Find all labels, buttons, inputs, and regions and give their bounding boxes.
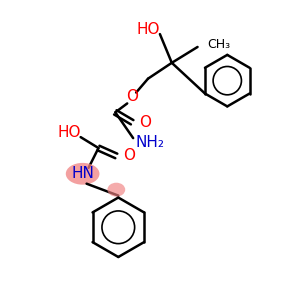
Text: HN: HN [71, 166, 94, 181]
Text: O: O [126, 89, 138, 104]
Text: CH₃: CH₃ [208, 38, 231, 52]
Text: O: O [123, 148, 135, 164]
Text: NH₂: NH₂ [135, 135, 164, 150]
Ellipse shape [66, 163, 100, 185]
Text: HO: HO [57, 125, 80, 140]
Ellipse shape [107, 183, 125, 196]
Text: O: O [139, 115, 151, 130]
Text: HO: HO [136, 22, 160, 37]
